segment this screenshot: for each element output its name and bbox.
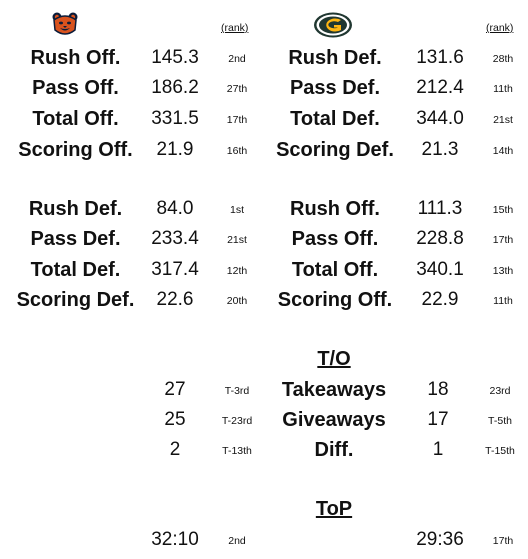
- block1-right-rank: 28th: [492, 53, 514, 65]
- turnover-right-rank: T-5th: [488, 415, 512, 427]
- block1-right-label: Total Def.: [290, 108, 380, 130]
- block1-left-value: 186.2: [151, 77, 199, 98]
- block2-right-rank: 15th: [492, 204, 514, 216]
- turnover-title: T/O: [317, 348, 351, 370]
- block2-right-label: Pass Off.: [291, 228, 379, 250]
- block1-left-rank: 17th: [226, 114, 248, 126]
- packers-logo-icon: [313, 12, 353, 38]
- block1-right-value: 212.4: [416, 77, 464, 98]
- bears-logo-icon: [51, 11, 79, 37]
- block2-right-rank: 17th: [492, 234, 514, 246]
- block1-right-value: 21.3: [421, 139, 459, 160]
- block2-left-value: 84.0: [156, 198, 194, 219]
- block2-left-rank: 12th: [226, 265, 248, 277]
- block2-left-value: 317.4: [151, 259, 199, 280]
- turnover-left-value: 25: [164, 409, 186, 430]
- turnover-left-rank: T-23rd: [221, 415, 253, 427]
- block1-left-label: Pass Off.: [32, 77, 119, 99]
- top-title: ToP: [315, 498, 353, 520]
- block1-right-rank: 11th: [493, 83, 513, 95]
- block1-left-rank: 27th: [226, 83, 248, 95]
- turnover-left-value: 27: [164, 379, 186, 400]
- block2-right-value: 111.3: [417, 198, 463, 219]
- turnover-label: Giveaways: [282, 409, 386, 431]
- block1-left-rank: 16th: [226, 145, 248, 157]
- block2-right-rank: 13th: [492, 265, 514, 277]
- turnover-left-rank: T-3rd: [224, 385, 250, 397]
- top-left-rank: 2nd: [228, 535, 246, 547]
- turnover-label: Takeaways: [281, 379, 387, 401]
- block2-right-value: 22.9: [421, 289, 459, 310]
- block1-left-value: 145.3: [151, 47, 199, 68]
- block2-left-value: 22.6: [156, 289, 194, 310]
- block2-left-label: Total Def.: [30, 259, 121, 281]
- block1-left-label: Rush Off.: [30, 47, 121, 69]
- block1-right-label: Pass Def.: [289, 77, 381, 99]
- block2-left-label: Rush Def.: [28, 198, 123, 220]
- block2-right-rank: 11th: [493, 295, 513, 307]
- block1-left-value: 21.9: [156, 139, 194, 160]
- rank-header-right: (rank): [486, 22, 514, 34]
- block2-left-rank: 1st: [229, 204, 244, 216]
- turnover-right-rank: T-15th: [485, 445, 515, 457]
- rank-header-left: (rank): [221, 22, 249, 34]
- block1-left-label: Scoring Off.: [18, 139, 133, 161]
- block2-left-rank: 20th: [226, 295, 248, 307]
- block1-right-rank: 14th: [492, 145, 514, 157]
- block2-left-label: Pass Def.: [30, 228, 121, 250]
- block2-right-label: Scoring Off.: [277, 289, 393, 311]
- turnover-right-rank: 23rd: [489, 385, 511, 397]
- turnover-left-value: 2: [169, 439, 181, 460]
- block1-right-label: Scoring Def.: [276, 139, 394, 161]
- turnover-right-value: 1: [432, 439, 444, 460]
- turnover-label: Diff.: [314, 439, 354, 461]
- block1-left-value: 331.5: [151, 108, 199, 129]
- block1-left-rank: 2nd: [228, 53, 246, 65]
- block2-right-label: Total Off.: [291, 259, 379, 281]
- block1-right-value: 344.0: [416, 108, 464, 129]
- block2-right-label: Rush Off.: [290, 198, 380, 220]
- block1-right-value: 131.6: [416, 47, 464, 68]
- block2-left-value: 233.4: [151, 228, 199, 249]
- block2-left-label: Scoring Def.: [16, 289, 135, 311]
- turnover-right-value: 17: [427, 409, 449, 430]
- block2-right-value: 228.8: [416, 228, 464, 249]
- turnover-left-rank: T-13th: [222, 445, 252, 457]
- top-right-rank: 17th: [492, 535, 514, 547]
- block1-right-rank: 21st: [493, 114, 513, 126]
- turnover-right-value: 18: [427, 379, 449, 400]
- top-left-value: 32:10: [151, 529, 199, 550]
- block2-right-value: 340.1: [416, 259, 464, 280]
- block1-right-label: Rush Def.: [288, 47, 382, 69]
- block1-left-label: Total Off.: [32, 108, 119, 130]
- block2-left-rank: 21st: [227, 234, 247, 246]
- top-right-value: 29:36: [416, 529, 464, 550]
